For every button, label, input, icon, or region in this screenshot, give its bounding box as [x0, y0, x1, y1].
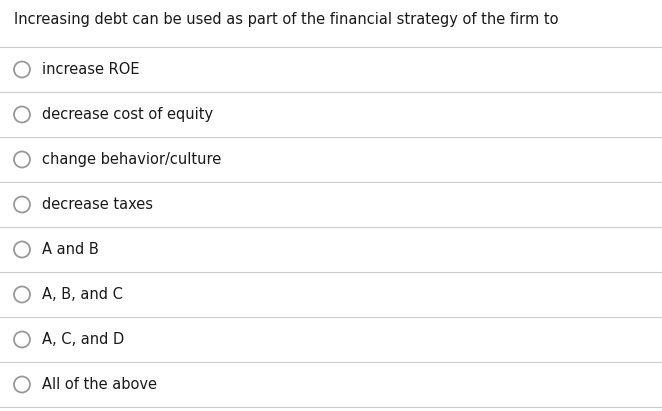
Text: decrease taxes: decrease taxes	[42, 197, 153, 212]
Text: A, B, and C: A, B, and C	[42, 287, 123, 302]
Text: A and B: A and B	[42, 242, 99, 257]
Text: Increasing debt can be used as part of the financial strategy of the firm to: Increasing debt can be used as part of t…	[14, 12, 559, 27]
Text: change behavior/culture: change behavior/culture	[42, 152, 221, 167]
Text: A, C, and D: A, C, and D	[42, 332, 124, 347]
Text: increase ROE: increase ROE	[42, 62, 140, 77]
Text: All of the above: All of the above	[42, 377, 157, 392]
Text: decrease cost of equity: decrease cost of equity	[42, 107, 213, 122]
